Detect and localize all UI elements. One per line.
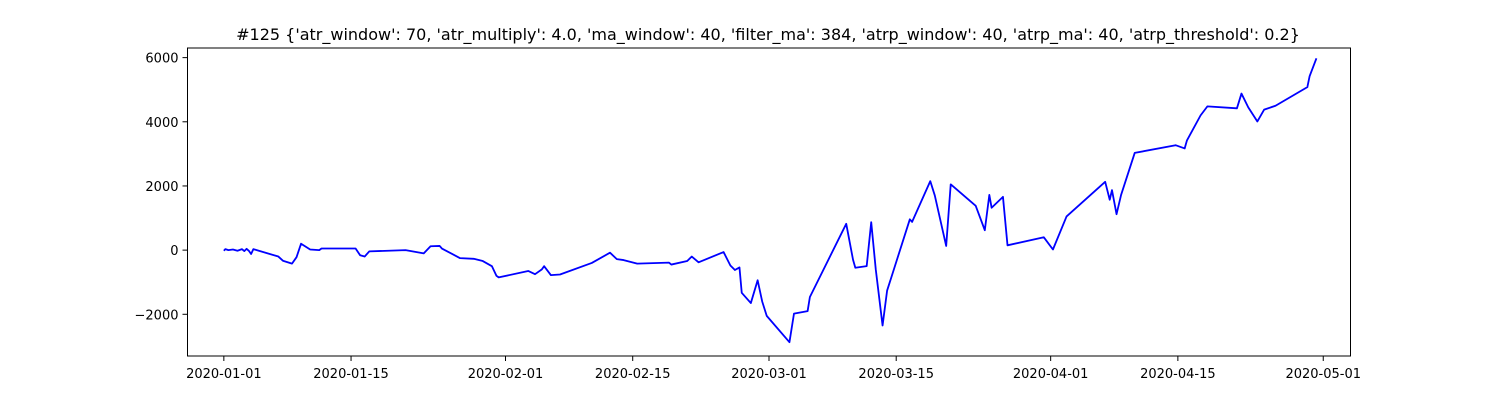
x-tick-label: 2020-03-01 [731, 367, 807, 382]
y-tick-label: 2000 [145, 180, 178, 195]
x-tick-label: 2020-02-01 [468, 367, 544, 382]
x-tick-label: 2020-01-15 [313, 367, 389, 382]
plot-area: 2020-01-01 2020-01-15 2020-02-01 2020-02-15… [135, 47, 1361, 382]
y-axis: −2000 0 2000 4000 6000 [135, 52, 188, 323]
x-tick-label: 2020-01-01 [186, 367, 262, 382]
x-tick-label: 2020-03-15 [858, 367, 934, 382]
y-tick-label: 0 [170, 244, 178, 259]
x-tick-label: 2020-04-15 [1140, 367, 1216, 382]
y-tick-label: 4000 [145, 116, 178, 131]
x-tick-label: 2020-05-01 [1285, 367, 1361, 382]
series-line [223, 57, 1318, 344]
x-tick-label: 2020-04-01 [1013, 367, 1089, 382]
y-tick-label: −2000 [135, 308, 179, 323]
y-tick-label: 6000 [145, 52, 178, 67]
series-layer [223, 57, 1318, 344]
x-axis: 2020-01-01 2020-01-15 2020-02-01 2020-02-15… [186, 356, 1361, 382]
axes-frame [187, 47, 1351, 357]
chart-title: #125 {'atr_window': 70, 'atr_multiply': … [236, 25, 1300, 45]
x-tick-label: 2020-02-15 [595, 367, 671, 382]
